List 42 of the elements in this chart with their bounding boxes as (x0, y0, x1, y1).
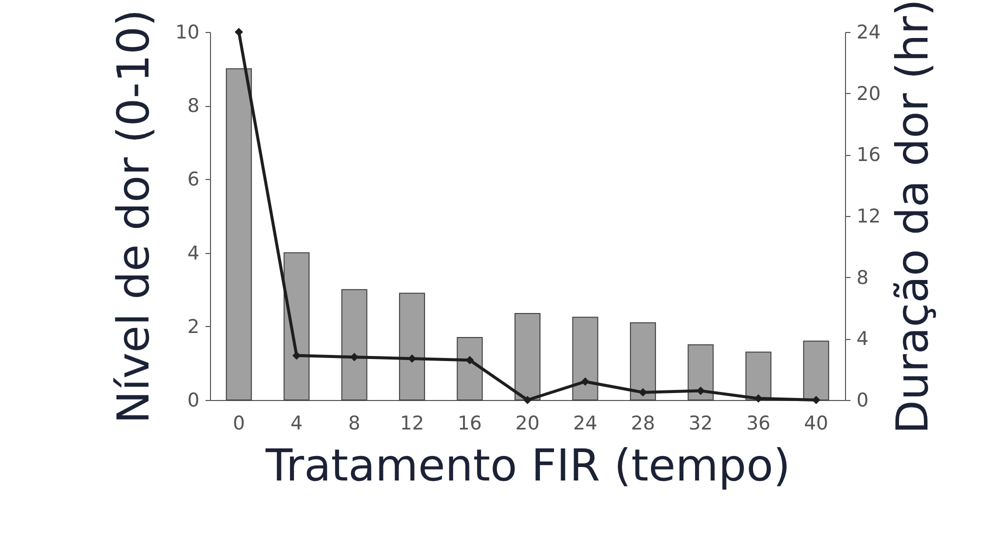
point (234, 28, 244, 36)
y2-tick-label: 16 (856, 144, 881, 166)
y-tick-label: 10 (175, 22, 200, 44)
bar (226, 68, 252, 400)
x-axis-title: Tratamento FIR (tempo) (264, 440, 790, 492)
x-tick-label: 28 (630, 412, 656, 434)
bar (803, 340, 830, 400)
bar (745, 352, 772, 400)
y-tick-label: 8 (187, 95, 200, 118)
x-tick-label: 0 (232, 412, 245, 434)
x-tick-label: 20 (515, 412, 540, 434)
bar (630, 322, 656, 400)
point (523, 396, 532, 404)
point (696, 386, 705, 395)
y2-axis-title: Duração da dor (hr) (888, 0, 939, 434)
bar (572, 316, 598, 400)
y2-tick-label: 0 (856, 390, 869, 412)
bar (341, 289, 368, 400)
y2-tick-label: 20 (856, 82, 881, 105)
y2-tick-label: 12 (856, 206, 881, 228)
y2-tick-label: 24 (856, 22, 881, 44)
y2-tick-label: 8 (856, 266, 869, 289)
y-tick-label: 4 (187, 242, 200, 264)
y-tick-label: 2 (187, 316, 200, 338)
x-tick-label: 12 (400, 412, 424, 434)
x-tick-label: 8 (348, 412, 360, 434)
x-tick-label: 40 (804, 412, 828, 434)
bar (399, 292, 426, 400)
point (581, 377, 590, 386)
y-tick-label: 6 (187, 168, 200, 191)
y2-tick-label: 4 (856, 328, 869, 350)
bar (688, 344, 714, 400)
x-tick-label: 24 (573, 412, 598, 434)
x-tick-label: 4 (290, 412, 303, 434)
x-tick-label: 36 (746, 412, 771, 434)
bar (456, 336, 483, 400)
bar (514, 313, 540, 400)
bar (284, 252, 310, 400)
y-tick-label: 0 (187, 390, 200, 412)
x-tick-label: 32 (688, 412, 713, 434)
x-tick-label: 16 (458, 412, 482, 434)
y-axis-title: Nível de dor (0-10) (108, 9, 160, 424)
